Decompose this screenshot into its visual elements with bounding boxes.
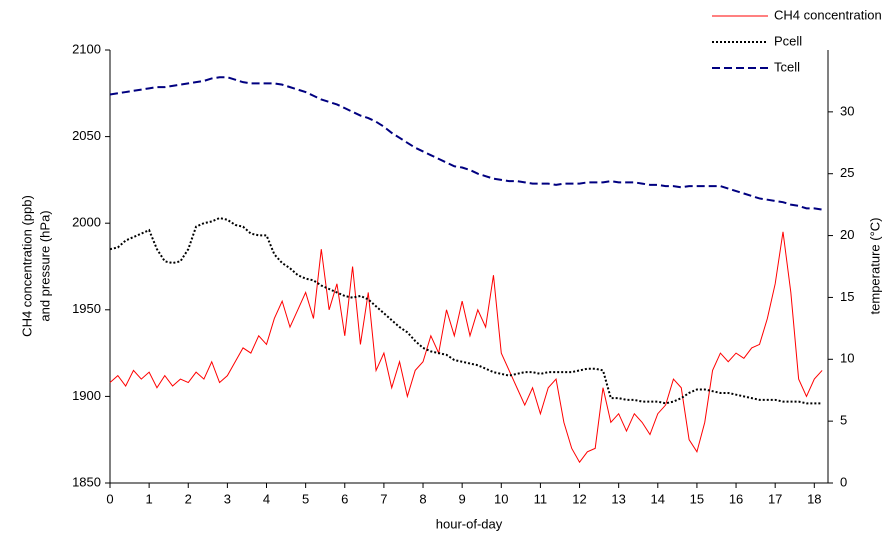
series-line: [109, 76, 823, 211]
y2-tick-label: 10: [840, 351, 854, 366]
y-tick-label: 2050: [72, 128, 101, 143]
y2-tick-label: 0: [840, 474, 847, 489]
y-tick-label: 2000: [72, 215, 101, 230]
x-tick-label: 1: [146, 491, 153, 506]
y-tick-label: 1950: [72, 301, 101, 316]
x-tick-label: 0: [106, 491, 113, 506]
x-tick-label: 2: [185, 491, 192, 506]
x-tick-label: 11: [534, 491, 548, 506]
legend-label: CH4 concentration: [774, 7, 882, 22]
y-tick-label: 1900: [72, 388, 101, 403]
x-tick-label: 12: [572, 491, 586, 506]
x-tick-label: 10: [494, 491, 508, 506]
x-tick-label: 18: [807, 491, 821, 506]
x-tick-label: 3: [224, 491, 231, 506]
y-tick-label: 1850: [72, 474, 101, 489]
y-tick-label: 2100: [72, 41, 101, 56]
series-line: [109, 231, 823, 464]
x-tick-label: 4: [263, 491, 270, 506]
x-tick-label: 15: [690, 491, 704, 506]
x-axis-label: hour-of-day: [436, 516, 503, 531]
y2-tick-label: 15: [840, 289, 854, 304]
x-tick-label: 14: [651, 491, 665, 506]
x-tick-label: 8: [419, 491, 426, 506]
y2-axis-label: temperature (°C): [867, 218, 882, 315]
x-tick-label: 6: [341, 491, 348, 506]
x-tick-label: 17: [768, 491, 782, 506]
x-tick-label: 9: [459, 491, 466, 506]
x-tick-label: 7: [380, 491, 387, 506]
x-tick-label: 16: [729, 491, 743, 506]
y2-tick-label: 25: [840, 165, 854, 180]
y-axis-label: and pressure (hPa): [37, 210, 52, 321]
y2-tick-label: 30: [840, 103, 854, 118]
y-axis-label: CH4 concentration (ppb): [19, 195, 34, 337]
y2-tick-label: 20: [840, 227, 854, 242]
legend-label: Tcell: [774, 59, 800, 74]
y2-tick-label: 5: [840, 413, 847, 428]
x-tick-label: 5: [302, 491, 309, 506]
x-tick-label: 13: [611, 491, 625, 506]
legend-label: Pcell: [774, 33, 802, 48]
series-line: [109, 216, 823, 405]
